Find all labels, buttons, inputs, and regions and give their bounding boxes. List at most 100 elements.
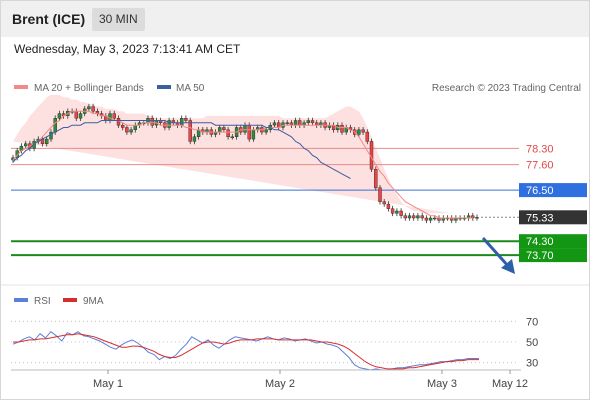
candle-body	[272, 122, 277, 126]
candle-body	[424, 217, 429, 221]
candle-body	[374, 169, 378, 189]
candle-body	[133, 124, 138, 130]
candle-body	[340, 124, 344, 133]
candle-body	[150, 117, 154, 126]
header-bar: Brent (ICE) 30 MIN	[1, 1, 589, 37]
resistance-label: 77.60	[526, 160, 554, 172]
pivot-label: 76.50	[526, 185, 554, 197]
x-tick-label: May 2	[265, 378, 295, 390]
credit-text: Research © 2023 Trading Central	[432, 83, 581, 94]
candle-body	[420, 215, 424, 219]
candle-body	[112, 113, 116, 119]
rsi-grid: 70 50 30	[11, 316, 538, 370]
candle-body	[184, 117, 188, 121]
candle-body	[399, 210, 403, 216]
bollinger-band-area	[13, 95, 452, 214]
candle-body	[230, 136, 235, 139]
candle-body	[416, 215, 420, 219]
candle-body	[382, 201, 386, 205]
candle-body	[247, 124, 251, 140]
candle-body	[192, 136, 197, 142]
forecast-arrow	[481, 236, 515, 274]
candle-body	[167, 120, 171, 128]
rsi-lines	[12, 331, 479, 371]
candle-body	[285, 122, 289, 125]
candle-body	[357, 129, 361, 135]
support-label: 74.30	[526, 236, 554, 248]
level-labels: 78.30 77.60 76.50 75.33 74.30 73.70	[519, 143, 587, 263]
ma20-line	[12, 110, 473, 219]
candle-body	[91, 106, 95, 112]
candle-body	[395, 210, 399, 214]
pivot-label-bg	[519, 183, 587, 198]
moving-averages	[12, 110, 473, 219]
candle-body	[412, 215, 416, 219]
candle-body	[120, 124, 125, 128]
rsi-line	[12, 331, 479, 371]
rsi-tick-label: 50	[526, 337, 538, 349]
rsi-ma-legend-swatch	[63, 298, 77, 302]
rsi-tick-label: 70	[526, 316, 538, 328]
candle-body	[298, 120, 302, 126]
candle-body	[386, 203, 391, 209]
candle-body	[87, 106, 91, 110]
candle-body	[53, 117, 57, 133]
candle-body	[179, 117, 184, 126]
resistance-label: 78.30	[526, 143, 554, 155]
candle-body	[129, 129, 133, 133]
ma50-legend-swatch	[157, 85, 171, 89]
forecast-arrow-head	[501, 259, 515, 274]
support-label: 73.70	[526, 250, 554, 262]
support-label-bg	[519, 234, 587, 249]
candle-body	[116, 117, 121, 126]
ma20-legend-label: MA 20 + Bollinger Bands	[34, 83, 144, 94]
candle-body	[217, 127, 222, 133]
rsi-ma-legend-label: 9MA	[83, 296, 104, 307]
candle-body	[78, 113, 83, 119]
candle-body	[222, 127, 226, 130]
candle-body	[226, 129, 230, 138]
ma50-legend-label: MA 50	[176, 83, 205, 94]
candle-body	[475, 217, 479, 219]
timeframe-badge[interactable]: 30 MIN	[92, 8, 145, 31]
ma50-line	[12, 120, 351, 179]
x-tick-label: May 3	[427, 378, 457, 390]
support-label-bg	[519, 248, 587, 263]
x-axis-ticks: May 1 May 2 May 3 May 12	[93, 370, 528, 390]
candle-body	[433, 217, 437, 220]
key-levels	[11, 147, 519, 257]
candle-body	[361, 129, 365, 133]
candle-body	[264, 129, 268, 133]
candle-body	[24, 143, 28, 147]
candle-body	[251, 129, 256, 140]
rsi-tick-label: 30	[526, 358, 538, 370]
candle-body	[378, 187, 382, 202]
candle-body	[310, 120, 315, 123]
candle-body	[57, 113, 62, 119]
x-tick-label: May 12	[492, 378, 528, 390]
last-label-bg	[519, 210, 587, 225]
instrument-title: Brent (ICE)	[12, 11, 86, 27]
candle-body	[293, 120, 298, 126]
timestamp: Wednesday, May 3, 2023 7:13:41 AM CET	[14, 42, 241, 56]
candle-body	[407, 215, 412, 219]
candle-body	[125, 127, 129, 133]
candle-body	[49, 131, 53, 140]
candle-body	[403, 215, 407, 219]
forecast-arrow-shaft	[481, 236, 511, 269]
ma20-legend-swatch	[14, 85, 28, 89]
candle-body	[188, 120, 192, 142]
candle-body	[306, 120, 310, 123]
rsi-legend-label: RSI	[34, 296, 51, 307]
x-tick-label: May 1	[93, 378, 123, 390]
last-label: 75.33	[526, 212, 554, 224]
candle-body	[74, 110, 79, 119]
candle-body	[428, 217, 433, 221]
rsi-legend-swatch	[14, 298, 28, 302]
rsi-ma-line	[13, 333, 479, 370]
candle-body	[365, 131, 369, 142]
candle-body	[45, 138, 49, 144]
candle-body	[243, 124, 247, 133]
bollinger-band	[13, 95, 452, 214]
